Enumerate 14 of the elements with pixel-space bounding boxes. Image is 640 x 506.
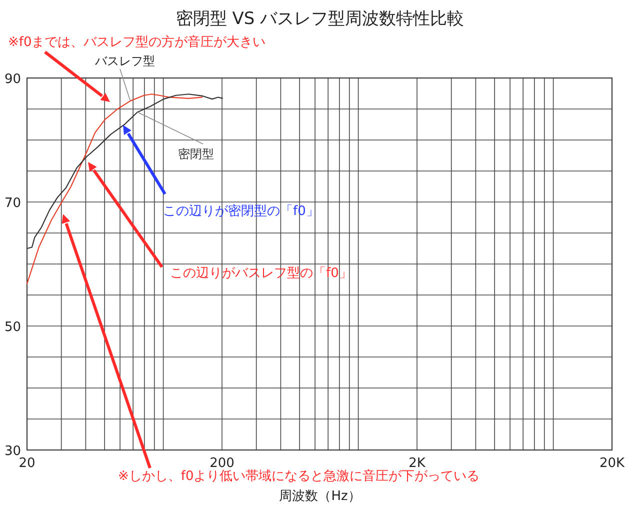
x-tick-label: 20K	[599, 456, 626, 471]
text: ※しかし、f0より低い帯域になると急激に音圧が下がっている	[118, 469, 480, 484]
text: ※f0までは、バスレフ型の方が音圧が大きい	[8, 34, 266, 50]
y-tick-label: 70	[4, 196, 21, 211]
y-tick-label: 50	[4, 320, 21, 335]
y-tick-label: 30	[4, 444, 21, 459]
x-tick-label: 200	[210, 456, 234, 471]
x-axis-title: 周波数（Hz）	[279, 489, 361, 504]
text: バスレフ型	[94, 54, 155, 68]
y-tick-label: 90	[4, 72, 21, 87]
text: 密閉型	[178, 147, 214, 161]
x-tick-label: 20	[18, 456, 36, 471]
chart-title: 密閉型 VS バスレフ型周波数特性比較	[176, 9, 464, 29]
x-tick-label: 2K	[408, 456, 426, 471]
